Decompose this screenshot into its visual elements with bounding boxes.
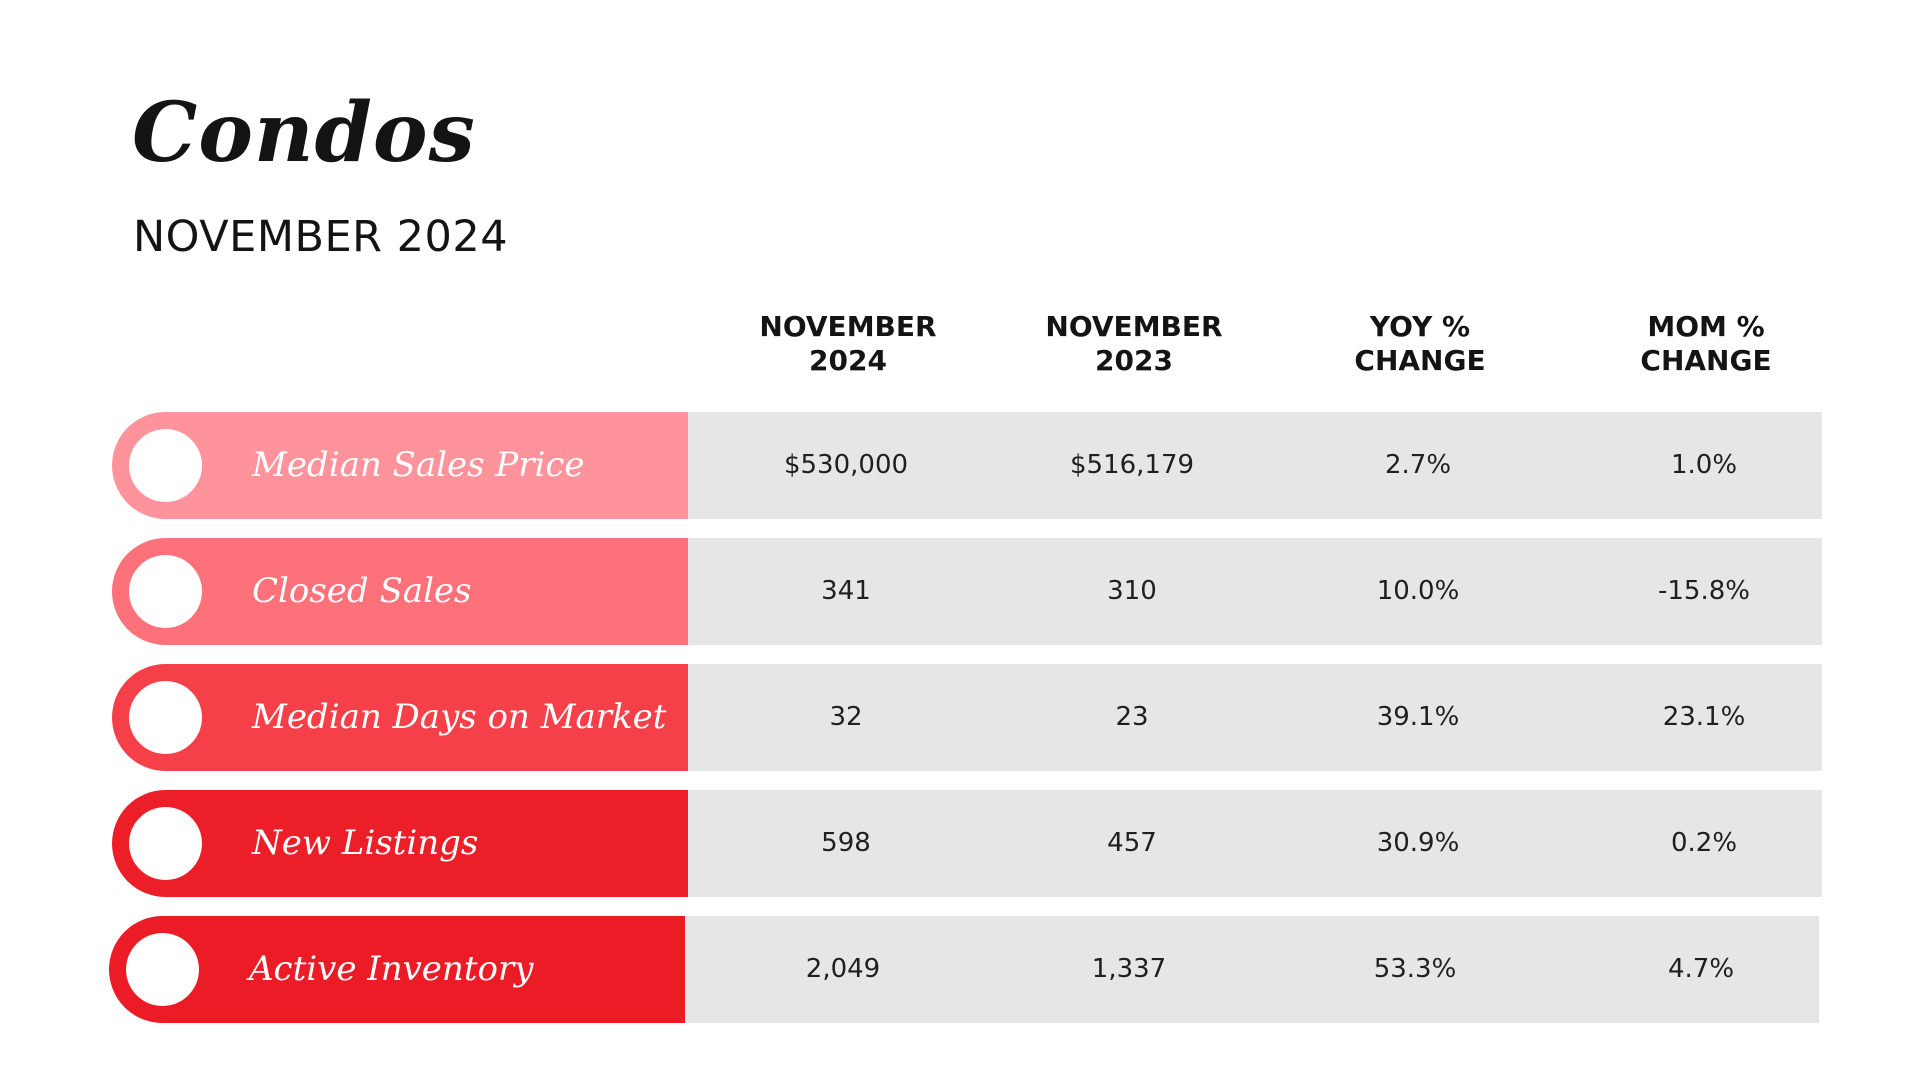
page-title: Condos (132, 85, 476, 181)
cell-november-2024: 32 (829, 702, 863, 732)
column-header-mom-change: MOM % CHANGE (1586, 310, 1826, 378)
row-data: 32 23 39.1% 23.1% (688, 664, 1822, 771)
table-row-new-listings: New Listings 598 457 30.9% 0.2% (112, 790, 1822, 897)
cell-mom-change: 1.0% (1670, 450, 1738, 480)
circle-icon (129, 555, 202, 628)
cell-november-2024: 341 (821, 576, 871, 606)
column-header-november-2023: NOVEMBER 2023 (1014, 310, 1254, 378)
cell-mom-change: 4.7% (1667, 954, 1735, 984)
column-header-line: CHANGE (1354, 344, 1486, 377)
column-header-line: NOVEMBER (759, 310, 937, 343)
column-header-line: 2024 (809, 344, 887, 377)
row-data: 598 457 30.9% 0.2% (688, 790, 1822, 897)
cell-november-2023: 310 (1107, 576, 1157, 606)
cell-november-2024: $530,000 (783, 450, 909, 480)
cell-november-2023: 1,337 (1091, 954, 1167, 984)
row-data: $530,000 $516,179 2.7% 1.0% (688, 412, 1822, 519)
row-label: Active Inventory (249, 949, 534, 989)
row-data: 341 310 10.0% -15.8% (688, 538, 1822, 645)
cell-yoy-change: 53.3% (1373, 954, 1457, 984)
cell-yoy-change: 39.1% (1376, 702, 1460, 732)
column-header-line: NOVEMBER (1045, 310, 1223, 343)
row-label-pill: Closed Sales (112, 538, 688, 645)
column-header-line: MOM % (1647, 310, 1765, 343)
circle-icon (126, 933, 199, 1006)
column-header-november-2024: NOVEMBER 2024 (728, 310, 968, 378)
row-label: Median Sales Price (252, 445, 585, 485)
row-label: New Listings (252, 823, 479, 863)
table-row-active-inventory: Active Inventory 2,049 1,337 53.3% 4.7% (109, 916, 1819, 1023)
table-row-median-sales-price: Median Sales Price $530,000 $516,179 2.7… (112, 412, 1822, 519)
row-data: 2,049 1,337 53.3% 4.7% (685, 916, 1819, 1023)
circle-icon (129, 429, 202, 502)
cell-november-2024: 2,049 (805, 954, 881, 984)
page-subtitle: NOVEMBER 2024 (133, 212, 509, 262)
column-header-line: CHANGE (1640, 344, 1772, 377)
row-label: Closed Sales (252, 571, 472, 611)
cell-yoy-change: 2.7% (1384, 450, 1452, 480)
table-row-closed-sales: Closed Sales 341 310 10.0% -15.8% (112, 538, 1822, 645)
cell-mom-change: 23.1% (1662, 702, 1746, 732)
row-label-pill: New Listings (112, 790, 688, 897)
cell-mom-change: 0.2% (1670, 828, 1738, 858)
row-label-pill: Active Inventory (109, 916, 685, 1023)
column-header-yoy-change: YOY % CHANGE (1300, 310, 1540, 378)
cell-november-2023: 23 (1115, 702, 1149, 732)
table-row-median-days-on-market: Median Days on Market 32 23 39.1% 23.1% (112, 664, 1822, 771)
cell-yoy-change: 30.9% (1376, 828, 1460, 858)
circle-icon (129, 681, 202, 754)
cell-november-2024: 598 (821, 828, 871, 858)
row-label-pill: Median Sales Price (112, 412, 688, 519)
row-label-pill: Median Days on Market (112, 664, 688, 771)
cell-yoy-change: 10.0% (1376, 576, 1460, 606)
cell-november-2023: 457 (1107, 828, 1157, 858)
circle-icon (129, 807, 202, 880)
column-header-line: YOY % (1369, 310, 1471, 343)
column-header-line: 2023 (1095, 344, 1173, 377)
cell-mom-change: -15.8% (1658, 576, 1750, 606)
cell-november-2023: $516,179 (1069, 450, 1195, 480)
row-label: Median Days on Market (252, 697, 667, 737)
